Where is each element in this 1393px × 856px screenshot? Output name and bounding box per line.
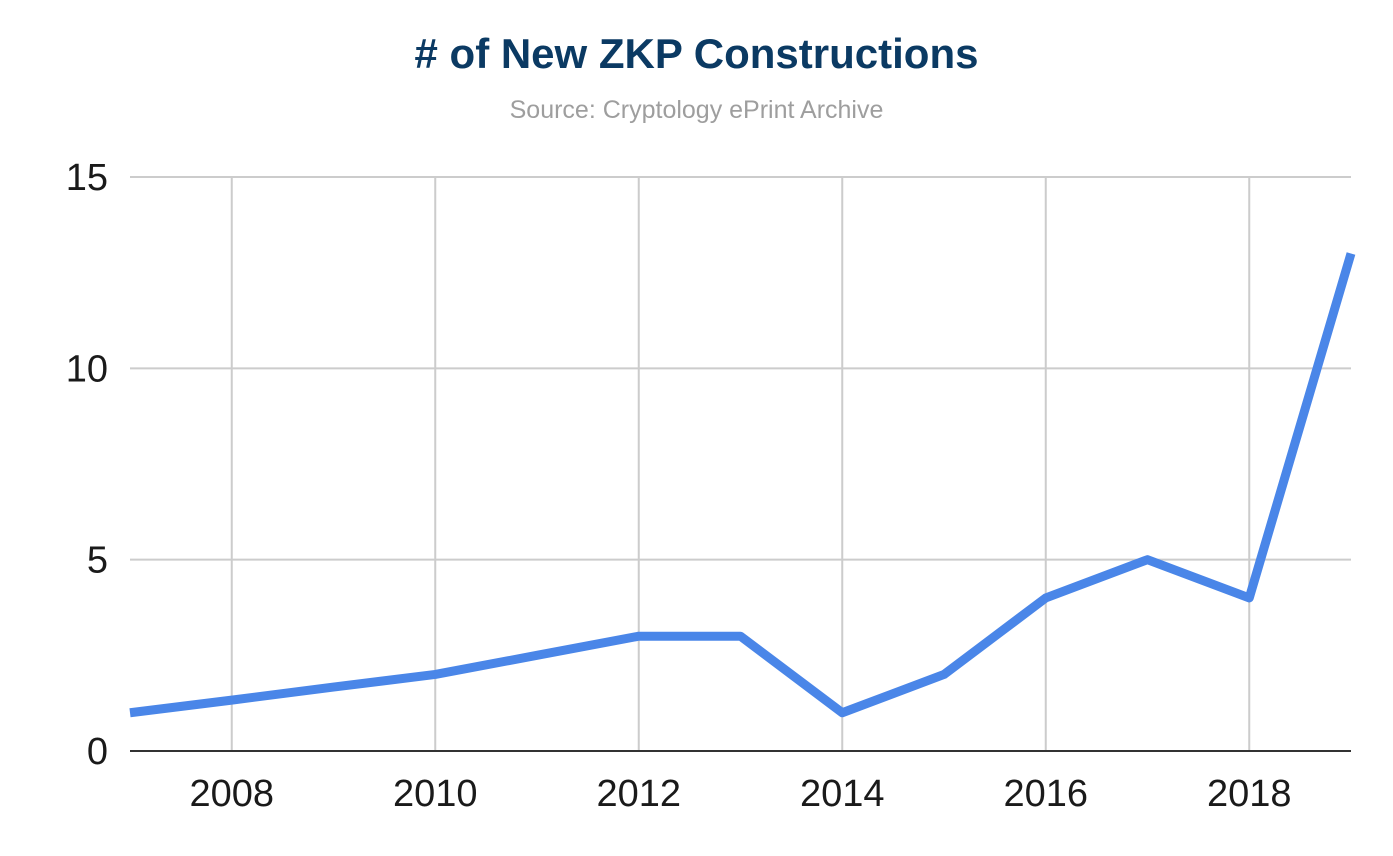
x-tick-label: 2012 (596, 773, 681, 815)
x-tick-label: 2014 (800, 773, 885, 815)
series (129, 252, 1356, 718)
grid-lines (130, 176, 1351, 751)
tick-labels: 0 5 10 15 2008 2010 2012 2014 2016 2018 (66, 157, 1292, 815)
y-tick-label: 5 (87, 540, 108, 582)
x-tick-label: 2008 (189, 773, 274, 815)
chart-title: # of New ZKP Constructions (414, 30, 979, 77)
x-tick-label: 2010 (393, 773, 478, 815)
chart-subtitle: Source: Cryptology ePrint Archive (509, 96, 884, 124)
y-tick-label: 15 (66, 157, 108, 199)
x-tick-label: 2018 (1207, 773, 1292, 815)
series-line (129, 252, 1356, 718)
y-tick-label: 10 (66, 348, 108, 390)
y-tick-label: 0 (87, 731, 108, 773)
x-tick-label: 2016 (1003, 773, 1088, 815)
